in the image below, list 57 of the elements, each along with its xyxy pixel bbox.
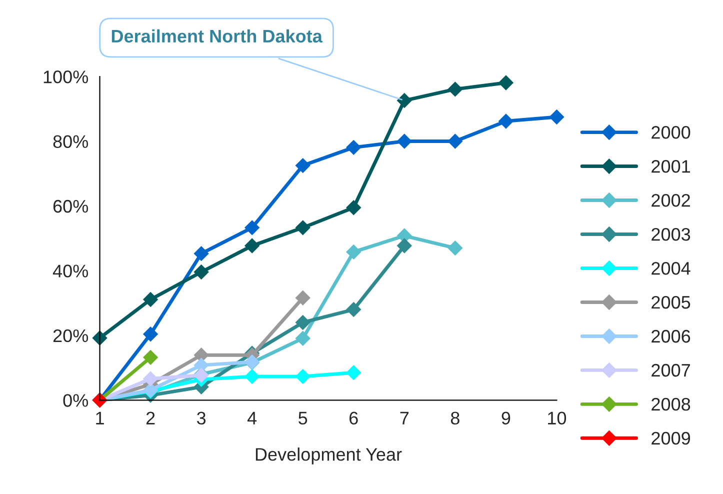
- point: [143, 371, 158, 386]
- point: [143, 292, 158, 307]
- point: [397, 93, 412, 108]
- y-tick-label: 100%: [44, 70, 88, 84]
- y-tick-label: 60%: [53, 200, 88, 213]
- point: [448, 82, 463, 97]
- point: [244, 220, 260, 236]
- point: [498, 75, 514, 90]
- legend-label: 2005: [652, 296, 690, 309]
- point: [194, 246, 209, 261]
- x-tick-label: 1: [96, 412, 104, 424]
- x-tick-label: 2: [146, 412, 155, 424]
- point: [448, 134, 463, 149]
- point: [346, 302, 362, 317]
- point: [295, 290, 310, 306]
- legend-label: 2008: [652, 398, 690, 411]
- y-tick-label: 80%: [53, 135, 88, 148]
- point: [295, 220, 310, 236]
- x-tick-label: 5: [298, 412, 308, 425]
- x-tick-label: 7: [400, 412, 409, 424]
- point: [143, 350, 158, 365]
- point: [295, 315, 310, 330]
- legend-label: 2003: [652, 228, 690, 241]
- legend-label: 2006: [652, 330, 690, 343]
- point: [295, 158, 310, 173]
- point: [244, 369, 260, 384]
- legend-label: 2004: [652, 262, 690, 275]
- legend-label: 2002: [652, 194, 690, 207]
- x-tick-label: 10: [548, 412, 566, 425]
- x-tick-label: 4: [247, 412, 257, 424]
- point: [397, 134, 412, 149]
- legend-label: 2009: [652, 432, 690, 445]
- point: [346, 244, 362, 260]
- point: [498, 114, 514, 129]
- y-tick-label: 20%: [53, 329, 88, 342]
- point: [397, 238, 412, 254]
- annotation: Derailment North Dakota: [112, 29, 323, 43]
- x-tick-label: 8: [450, 412, 460, 425]
- y-tick-label: 0%: [63, 394, 88, 407]
- point: [244, 238, 260, 254]
- point: [295, 369, 310, 384]
- point: [448, 240, 463, 256]
- y-tick-label: 40%: [52, 264, 88, 278]
- point: [194, 264, 209, 280]
- point: [346, 365, 362, 380]
- point: [295, 330, 310, 346]
- legend-label: 2000: [652, 126, 690, 139]
- legend-label: 2007: [652, 364, 690, 377]
- point: [346, 140, 362, 155]
- point: [346, 200, 362, 216]
- point: [143, 326, 158, 342]
- x-tick-label: 3: [196, 412, 206, 425]
- x-tick-label: 6: [350, 412, 358, 425]
- x-axis-title: Development Year: [256, 448, 402, 464]
- legend-label: 2001: [652, 160, 690, 173]
- point: [549, 110, 564, 124]
- x-tick-label: 9: [502, 412, 510, 425]
